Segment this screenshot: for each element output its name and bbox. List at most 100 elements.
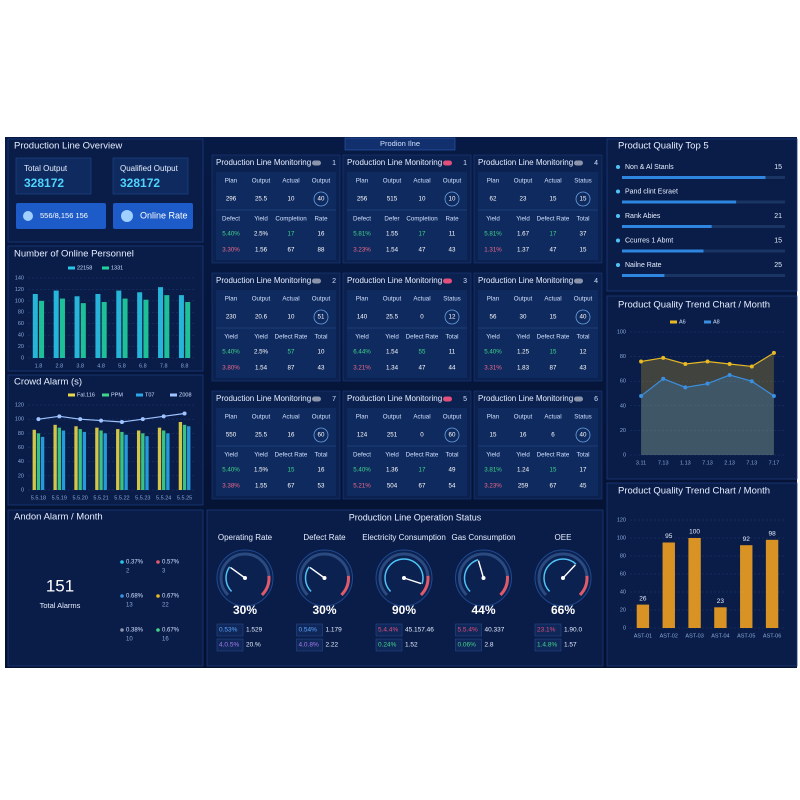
bar: [39, 300, 45, 358]
legend-label: PPM: [111, 392, 123, 398]
status-ring: [575, 427, 591, 443]
item-name: Ccurres 1 Abmt: [625, 237, 673, 244]
legend-swatch: [704, 320, 711, 324]
cell: 87: [288, 365, 295, 372]
data-label: 92: [743, 536, 751, 543]
bar: [178, 295, 184, 358]
bar: [120, 431, 124, 490]
x-tick-label: 2.8: [55, 363, 63, 369]
panel-title: Production Line Operation Status: [349, 512, 482, 522]
stat-cell: [375, 638, 403, 652]
status-pill: [574, 160, 583, 166]
cell: 1.25: [517, 349, 530, 356]
legend-swatch: [102, 266, 109, 270]
cell: 504: [387, 483, 398, 490]
card-number: 4: [594, 160, 598, 167]
item-name: Nailne Rate: [625, 262, 662, 269]
y-tick-label: 140: [15, 275, 24, 281]
cell: 15: [550, 349, 557, 356]
cell: 15: [550, 196, 557, 203]
cell: 2.5%: [254, 349, 269, 356]
cell: 15: [580, 196, 587, 203]
card-title: Production Line Monitoring: [478, 276, 573, 285]
cell: Yield: [516, 452, 530, 459]
bar: [32, 294, 38, 358]
cell: 1.5%: [254, 467, 269, 474]
bar: [143, 299, 149, 358]
stat-cell: [216, 638, 244, 652]
label: 4.0.5%: [219, 642, 239, 649]
item-name: Pand clint Esraet: [625, 188, 678, 195]
cell: Yield: [254, 452, 268, 459]
gauge-name: OEE: [555, 533, 572, 542]
button[interactable]: [113, 203, 193, 229]
label: 3: [162, 569, 166, 575]
x-tick-label: 2.13: [724, 460, 735, 466]
cell: 45: [580, 483, 587, 490]
stat-box: [15, 157, 92, 195]
panel: [7, 509, 204, 667]
status-pill: [443, 396, 452, 402]
cell: Plan: [356, 414, 369, 421]
cell: 3.30%: [222, 247, 240, 254]
stat-cell: [296, 623, 323, 637]
cell: 37: [580, 231, 587, 238]
data-label: 98: [768, 531, 776, 538]
gauge-end: [499, 575, 509, 597]
label: 1.90.0: [564, 627, 582, 634]
cell: 1.34: [386, 365, 399, 372]
bar: [95, 294, 101, 358]
card-table: [347, 172, 467, 260]
cell: 5.40%: [222, 467, 240, 474]
label: 4.0.8%: [299, 642, 319, 649]
legend-label: A6: [679, 319, 686, 325]
gauge-value: [463, 559, 479, 592]
cell: Yield: [486, 452, 500, 459]
cell: Defer: [384, 216, 399, 223]
stat-value: 328172: [120, 176, 160, 190]
cell: Output: [312, 414, 331, 421]
cell: Yield: [254, 334, 268, 341]
legend-dot: [120, 628, 124, 632]
cell: Plan: [487, 296, 500, 303]
label: 2.8: [485, 642, 494, 649]
status-pill: [312, 278, 321, 284]
cell: Total: [445, 452, 458, 459]
cell: 5.40%: [353, 467, 371, 474]
x-tick-label: 1.13: [680, 460, 691, 466]
label: 0.67%: [162, 594, 180, 600]
cell: 1.55: [255, 483, 268, 490]
x-tick-label: 5.5.19: [52, 495, 67, 501]
gauge-name: Electricity Consumption: [362, 533, 446, 542]
label: 16: [162, 637, 169, 643]
cell: Plan: [487, 414, 500, 421]
label: 40.337: [485, 627, 505, 634]
gauge-hub: [561, 576, 565, 580]
y-tick-label: 80: [18, 431, 24, 437]
gauge-end: [419, 575, 430, 597]
gauge-value: [225, 566, 233, 592]
card-table: [478, 290, 598, 378]
button[interactable]: [16, 203, 106, 229]
bar: [182, 424, 187, 490]
cell: Actual: [282, 178, 299, 185]
legend-dot: [156, 560, 160, 564]
cell: 20.6: [255, 314, 268, 321]
stat-cell: [216, 623, 244, 637]
bar: [137, 292, 143, 358]
cell: 16: [318, 231, 325, 238]
x-tick-label: AST-03: [685, 633, 703, 639]
y-tick-label: 40: [620, 589, 626, 595]
x-tick-label: 5.5.21: [93, 495, 108, 501]
cell: 140: [357, 314, 368, 321]
gauge-name: Defect Rate: [303, 533, 346, 542]
gauge-end: [578, 575, 589, 597]
bar: [122, 298, 128, 358]
bar: [116, 290, 122, 358]
cell: Output: [383, 178, 402, 185]
cell: Yield: [385, 452, 399, 459]
cell: Output: [252, 178, 271, 185]
card-number: 6: [594, 396, 598, 403]
cell: Total: [445, 334, 458, 341]
